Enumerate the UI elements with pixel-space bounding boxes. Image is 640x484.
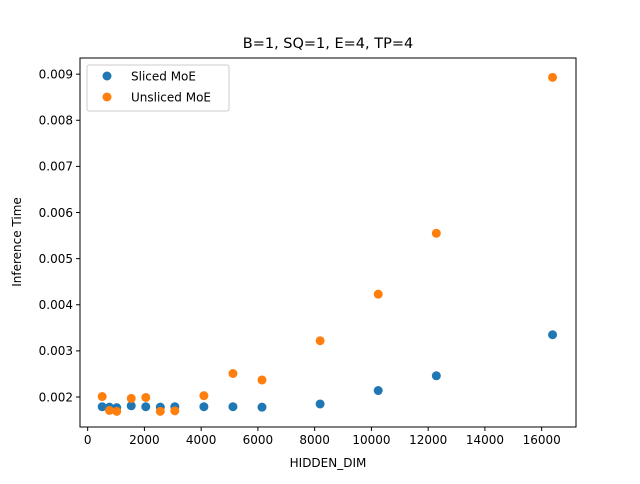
x-tick-label: 8000 [299, 433, 330, 447]
data-point-unsliced-moe [199, 391, 209, 401]
data-point-unsliced-moe [170, 406, 180, 416]
y-tick-label: 0.007 [39, 160, 73, 174]
data-point-unsliced-moe [126, 393, 136, 403]
y-tick-label: 0.005 [39, 252, 73, 266]
y-tick-label: 0.008 [39, 114, 73, 128]
legend-marker-unsliced-moe [102, 92, 112, 102]
legend-box [86, 64, 230, 112]
legend-marker-sliced-moe [102, 71, 112, 81]
x-tick-label: 0 [84, 433, 92, 447]
data-point-sliced-moe [228, 402, 238, 412]
data-point-sliced-moe [141, 402, 151, 412]
data-point-sliced-moe [126, 401, 136, 411]
data-point-unsliced-moe [97, 392, 107, 402]
data-point-unsliced-moe [141, 392, 151, 402]
data-point-sliced-moe [373, 386, 383, 396]
data-point-unsliced-moe [104, 405, 114, 415]
y-tick-label: 0.003 [39, 344, 73, 358]
data-point-sliced-moe [97, 402, 107, 412]
chart-title: B=1, SQ=1, E=4, TP=4 [243, 36, 413, 52]
data-point-unsliced-moe [155, 406, 165, 416]
y-axis-ticks: 0.002 0.003 0.004 0.005 0.006 0.007 0.008 0.009 [39, 67, 80, 404]
data-point-unsliced-moe [548, 72, 558, 82]
legend: Sliced MoE Unsliced MoE [86, 64, 230, 112]
data-point-sliced-moe [431, 371, 441, 381]
y-tick-label: 0.009 [39, 67, 73, 81]
data-point-unsliced-moe [257, 375, 267, 385]
y-tick-label: 0.004 [39, 298, 73, 312]
x-tick-label: 10000 [352, 433, 390, 447]
data-point-unsliced-moe [373, 289, 383, 299]
legend-label-sliced-moe: Sliced MoE [131, 70, 196, 84]
data-point-sliced-moe [315, 399, 325, 409]
data-point-unsliced-moe [315, 336, 325, 346]
data-point-sliced-moe [548, 330, 558, 340]
x-tick-label: 14000 [466, 433, 504, 447]
data-point-sliced-moe [199, 402, 209, 412]
legend-label-unsliced-moe: Unsliced MoE [131, 91, 211, 105]
axes-frame [79, 57, 577, 428]
data-point-unsliced-moe [228, 368, 238, 378]
x-axis-label: HIDDEN_DIM [290, 456, 367, 470]
data-point-sliced-moe [257, 402, 267, 412]
y-tick-label: 0.006 [39, 206, 73, 220]
data-point-unsliced-moe [112, 406, 122, 416]
y-tick-label: 0.002 [39, 390, 73, 404]
x-tick-label: 4000 [186, 433, 217, 447]
x-tick-label: 2000 [129, 433, 160, 447]
data-points [97, 72, 558, 416]
x-tick-label: 16000 [523, 433, 561, 447]
x-tick-label: 12000 [409, 433, 447, 447]
data-point-unsliced-moe [431, 228, 441, 238]
plot-area [79, 57, 577, 428]
x-tick-label: 6000 [243, 433, 274, 447]
x-axis-ticks: 0 2000 4000 6000 8000 10000 12000 14000 16000 [84, 427, 561, 447]
y-axis-label: Inference Time [10, 197, 24, 287]
